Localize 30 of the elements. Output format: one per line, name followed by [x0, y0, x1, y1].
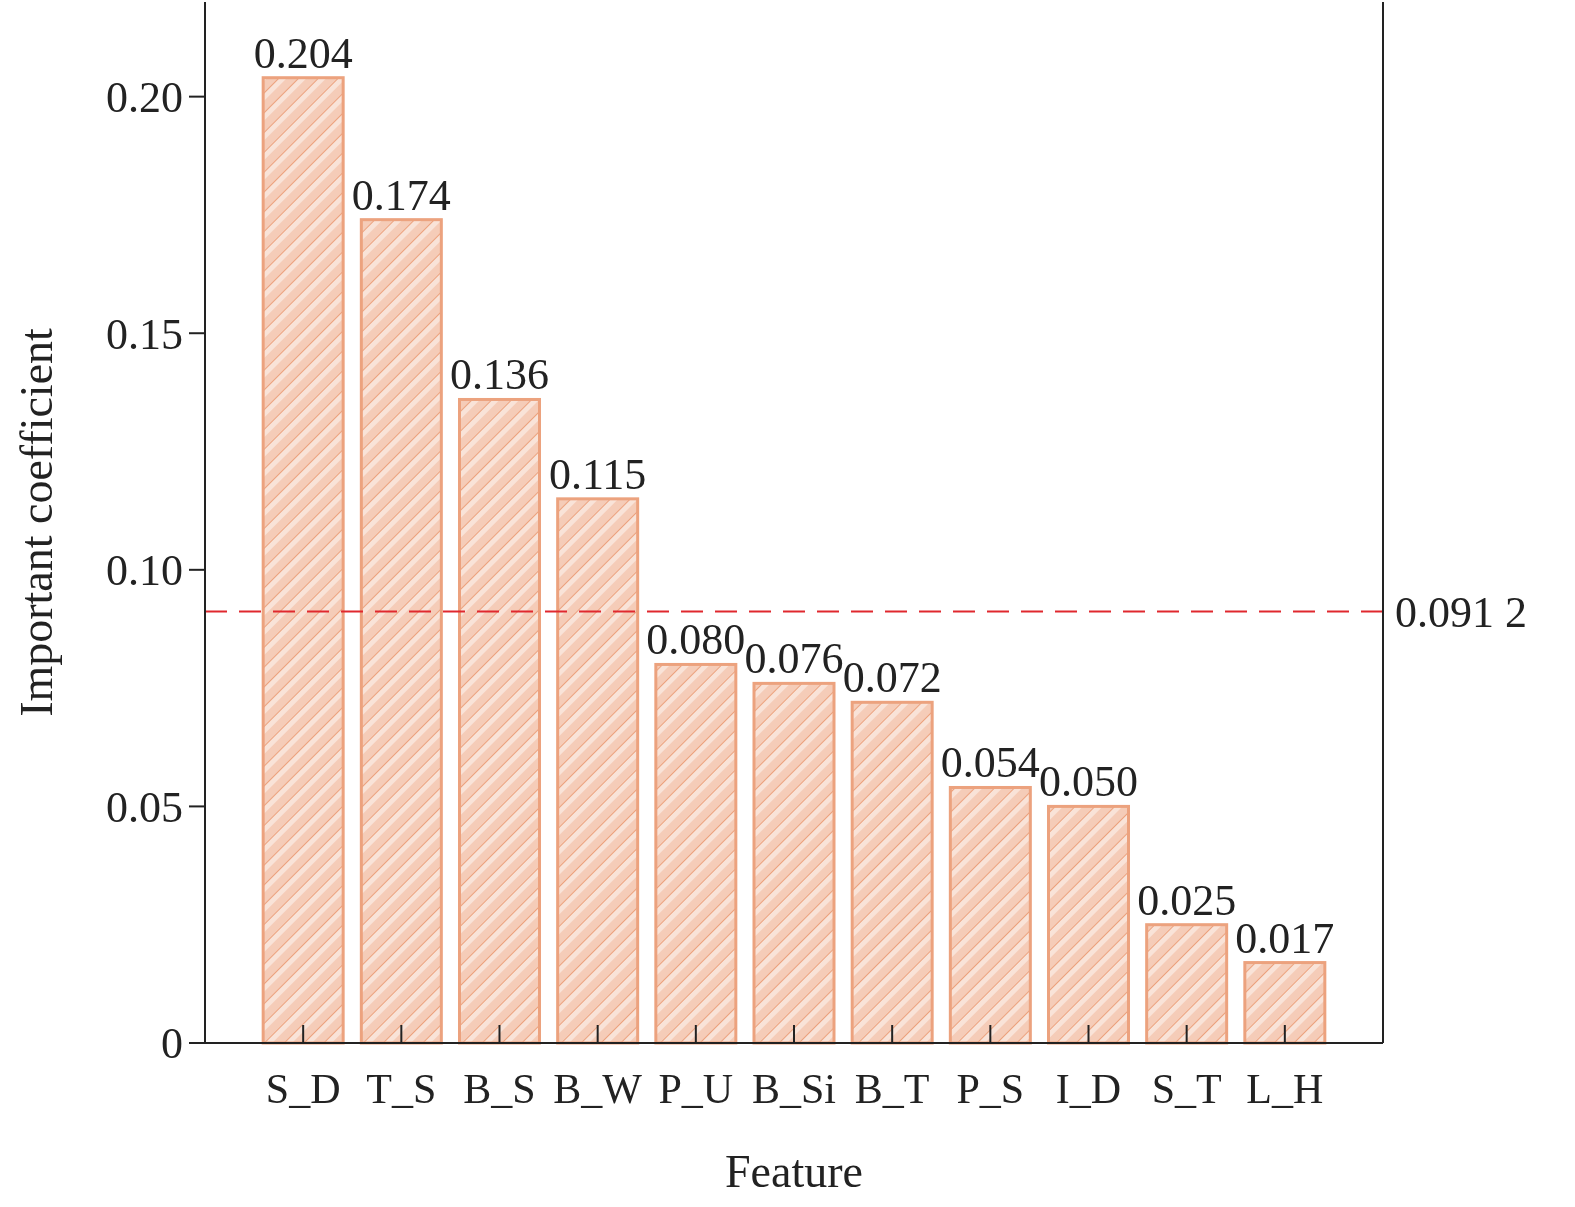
data-label: 0.072 [842, 653, 942, 703]
x-tick-label: P_S [956, 1066, 1025, 1112]
x-tick-label: B_Si [751, 1066, 837, 1112]
data-label: 0.115 [548, 449, 647, 499]
data-label: 0.076 [744, 634, 844, 684]
x-tick-label: B_T [854, 1066, 930, 1112]
x-tick-label: T_S [366, 1066, 437, 1112]
data-label: 0.204 [253, 28, 353, 78]
y-tick-label: 0.15 [106, 309, 183, 359]
x-tick-label: L_H [1246, 1066, 1324, 1112]
data-label: 0.174 [351, 170, 451, 220]
x-tick-label: B_S [463, 1066, 536, 1112]
x-tick-label: S_T [1151, 1066, 1222, 1112]
data-label: 0.025 [1137, 875, 1237, 925]
x-axis-title: Feature [725, 1146, 863, 1197]
data-label: 0.136 [450, 350, 549, 400]
y-axis-title: Important coefficient [11, 327, 62, 717]
data-label: 0.017 [1235, 913, 1335, 963]
y-tick-label: 0.10 [106, 546, 183, 596]
data-label: 0.080 [646, 615, 746, 665]
x-tick-label: I_D [1055, 1066, 1122, 1112]
y-tick-label: 0.20 [106, 73, 183, 123]
ref-line-label: 0.091 2 [1395, 587, 1527, 637]
data-label: 0.054 [940, 738, 1040, 788]
data-label: 0.050 [1039, 757, 1138, 807]
x-tick-label: P_U [658, 1066, 734, 1112]
y-tick-label: 0.05 [106, 782, 183, 832]
x-tick-label: S_D [265, 1066, 341, 1112]
x-tick-label: B_W [553, 1066, 643, 1112]
y-tick-label: 0 [161, 1019, 183, 1069]
